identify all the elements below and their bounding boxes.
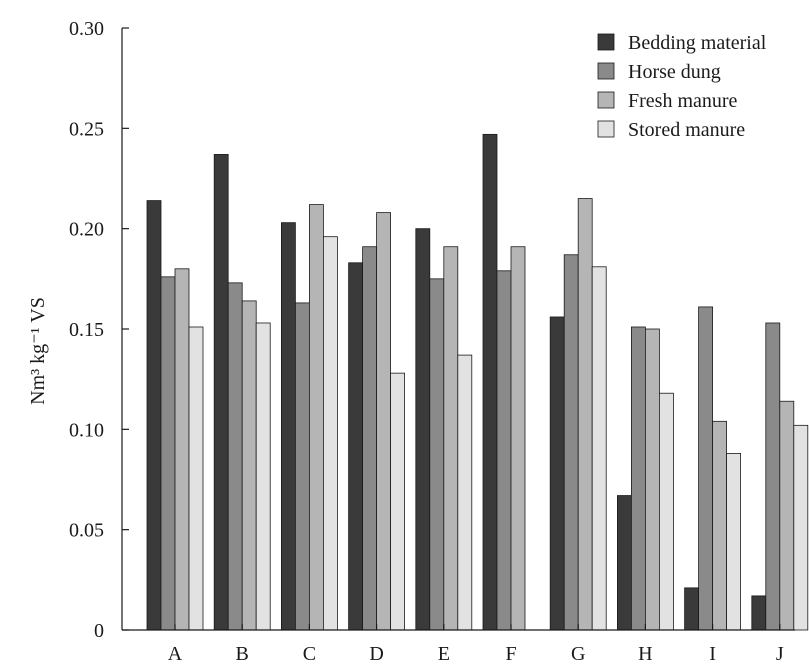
legend-swatch [597,62,615,80]
y-tick-label: 0 [94,620,104,642]
legend-label: Stored manure [628,119,745,141]
x-tick-label: G [571,643,585,665]
bar [751,595,767,631]
bar [631,326,646,631]
legend-label: Bedding material [628,32,767,54]
bar [712,420,727,631]
x-tick-label: J [776,643,784,665]
y-tick-label: 0.30 [69,18,104,40]
bar [227,282,243,631]
bar [241,300,257,631]
bar [255,322,271,631]
bar [348,262,364,631]
bar [390,372,406,631]
bar [726,453,741,631]
bar [308,204,324,631]
legend-swatch [597,91,615,109]
bar [591,266,607,631]
bar [577,198,593,631]
bar [645,328,660,631]
x-tick-label: C [303,643,316,665]
y-tick-label: 0.10 [69,419,104,441]
bar [482,133,498,631]
y-tick-label: 0.20 [69,219,104,241]
bar [793,424,809,631]
bar [294,302,310,631]
x-tick-label: B [236,643,249,665]
bar [617,495,632,631]
legend: Bedding material Horse dung Fresh manure St… [597,32,767,141]
bar [213,154,229,631]
legend-label: Horse dung [628,61,721,83]
bar [160,276,176,631]
x-tick-label: A [168,643,183,665]
x-tick-label: E [438,643,450,665]
bar [443,246,459,631]
bars-group [146,133,809,631]
bar [146,200,162,631]
bar [684,587,699,631]
bar [779,400,795,631]
bar [496,270,512,631]
y-tick-label: 0.15 [69,319,104,341]
bar [188,326,204,631]
bar [563,254,579,631]
x-tick-label: D [369,643,383,665]
bar [429,278,445,631]
bar [457,354,473,631]
x-tick-label: F [505,643,516,665]
legend-swatch [597,120,615,138]
legend-label: Fresh manure [628,90,738,112]
y-axis-title: Nm³ kg⁻¹ VS [27,297,49,405]
bar [362,246,378,631]
x-tick-label: H [638,643,652,665]
bar [280,222,296,631]
bar [376,212,392,631]
y-tick-label: 0.25 [69,118,104,140]
bar [549,316,565,631]
x-tick-label: I [709,643,716,665]
bar [698,306,713,631]
y-tick-label: 0.05 [69,520,104,542]
bar [322,236,338,631]
bar [174,268,190,631]
axes-group: 0 0.05 0.10 0.15 0.20 0.25 0.30 A B C D E F G H I J [69,18,795,665]
bar [659,392,674,631]
bar [510,246,526,631]
bar [765,322,781,631]
legend-swatch [597,33,615,51]
bar [415,228,431,631]
